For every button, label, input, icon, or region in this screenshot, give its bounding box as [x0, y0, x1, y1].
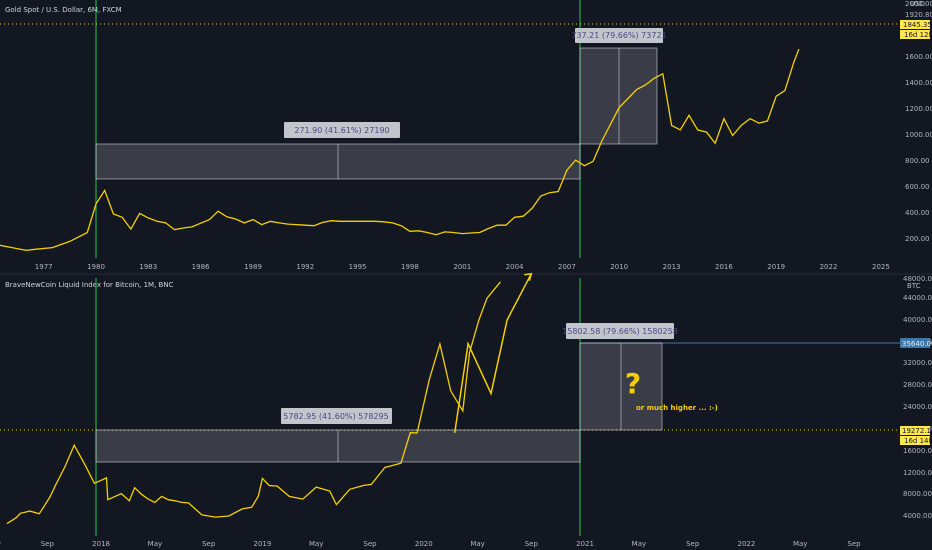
btc-x-tick-label: Sep [41, 540, 55, 548]
gold-x-tick-label: 1983 [139, 263, 157, 271]
gold-x-tick-label: 1977 [35, 263, 53, 271]
btc-y-tick-label: 12000.00 [903, 469, 932, 477]
btc-y-tick-label: 16000.00 [903, 447, 932, 455]
gold-y-tick-label: 600.00 [905, 183, 930, 191]
btc-x-tick-label: 2020 [415, 540, 433, 548]
gold-x-tick-label: 1992 [296, 263, 314, 271]
gold-x-tick-label: 2004 [506, 263, 524, 271]
btc-x-tick-label: Sep [525, 540, 539, 548]
gold-measure-label-2[interactable]: 737.21 (79.66%) 73721 [571, 31, 666, 40]
btc-measure-label-1[interactable]: 5782.95 (41.60%) 578295 [283, 412, 388, 421]
gold-countdown-tag [900, 30, 930, 39]
gold-x-tick-label: 1980 [87, 263, 105, 271]
gold-price-tag-value: 1845.35 [903, 21, 932, 29]
btc-x-tick-label: 2022 [737, 540, 755, 548]
btc-y-tick-label: 32000.00 [903, 359, 932, 367]
gold-x-tick-label: 2001 [453, 263, 471, 271]
btc-countdown-value: 16d 14h [904, 437, 932, 445]
btc-x-tick-label: 2021 [576, 540, 594, 548]
btc-x-tick-label: May [793, 540, 807, 548]
gold-y-tick-label: 1920.80 [905, 11, 932, 19]
btc-x-tick-label: 2018 [92, 540, 110, 548]
gold-y-tick-label: 2000.00 [905, 0, 932, 8]
btc-y-tick-label: 8000.00 [903, 490, 932, 498]
gold-measure-label-box-1 [284, 122, 400, 138]
btc-x-tick-label: Sep [847, 540, 861, 548]
btc-series-layer [6, 272, 533, 525]
gold-x-axis: 1977 1980 1983 1986 1989 1992 1995 1998 2001 2004… [35, 263, 890, 271]
gold-x-tick-label: 2010 [610, 263, 628, 271]
gold-x-tick-label: 2022 [820, 263, 838, 271]
btc-target-price-tag [900, 338, 930, 348]
gold-price-tag [900, 20, 930, 29]
gold-y-tick-label: 400.00 [905, 209, 930, 217]
btc-projection-arrowhead [524, 272, 533, 281]
gold-x-tick-label: 1998 [401, 263, 419, 271]
gold-y-tick-label: 1600.00 [905, 53, 932, 61]
btc-price-tag-value: 19272.12 [902, 427, 932, 435]
gold-x-tick-label: 2025 [872, 263, 890, 271]
gold-x-tick-label: 1986 [192, 263, 210, 271]
gold-measure-label-box-2 [575, 28, 663, 43]
gold-x-tick-label: 1989 [244, 263, 262, 271]
gold-measure-label-1[interactable]: 271.90 (41.61%) 27190 [294, 126, 389, 135]
gold-countdown-value: 16d 12h [904, 31, 932, 39]
gold-y-axis: 2000.00 1920.80 1600.00 1400.00 1200.00 1000.… [905, 0, 932, 243]
gold-y-tick-label: 1000.00 [905, 131, 932, 139]
btc-y-tick-label: 4000.00 [903, 512, 932, 520]
btc-measure-label-box-2 [566, 323, 674, 339]
btc-measure-label-box-1 [281, 408, 392, 424]
gold-x-tick-label: 2007 [558, 263, 576, 271]
btc-x-tick-label: May [470, 540, 484, 548]
btc-x-tick-label: May [309, 540, 323, 548]
btc-target-price-value: 35640.00 [902, 340, 932, 348]
btc-x-tick-label: May [632, 540, 646, 548]
btc-x-tick-label: 2019 [253, 540, 271, 548]
btc-y-tick-label: 40000.00 [903, 316, 932, 324]
btc-price-tag [900, 426, 930, 435]
gold-x-tick-label: 2019 [767, 263, 785, 271]
gold-y-tick-label: 200.00 [905, 235, 930, 243]
btc-y-tick-label: 48000.00 [903, 275, 932, 283]
gold-x-tick-label: 2013 [663, 263, 681, 271]
btc-measure-label-2[interactable]: 15802.58 (79.66%) 1580258 [562, 327, 678, 336]
btc-projection-line [453, 273, 532, 434]
btc-chart-title: BraveNewCoin Liquid Index for Bitcoin, 1… [5, 281, 174, 289]
btc-x-tick-label: May [0, 540, 1, 548]
gold-y-tick-label: 800.00 [905, 157, 930, 165]
btc-y-tick-label: 28000.00 [903, 381, 932, 389]
btc-x-tick-label: Sep [686, 540, 700, 548]
btc-x-tick-label: Sep [202, 540, 216, 548]
btc-currency-label: BTC [907, 282, 921, 290]
btc-x-axis: May Sep 2018 May Sep 2019 May Sep 2020 May Sep 2021… [0, 540, 861, 548]
bitcoin-pane: BraveNewCoin Liquid Index for Bitcoin, 1… [0, 272, 932, 548]
gold-currency-label: USD [910, 0, 925, 8]
annotation-text[interactable]: or much higher ... :-) [636, 404, 718, 412]
gold-y-tick-label: 1200.00 [905, 105, 932, 113]
question-mark-annotation[interactable]: ? [625, 367, 641, 400]
gold-y-tick-label: 1400.00 [905, 79, 932, 87]
gold-series-layer [0, 48, 800, 252]
gold-pane: Gold Spot / U.S. Dollar, 6M, FXCM 271.90… [0, 0, 932, 271]
btc-y-tick-label: 44000.00 [903, 294, 932, 302]
btc-x-tick-label: Sep [363, 540, 377, 548]
gold-x-tick-label: 2016 [715, 263, 733, 271]
btc-x-tick-label: May [148, 540, 162, 548]
btc-y-tick-label: 24000.00 [903, 403, 932, 411]
gold-measure-box-2 [579, 47, 658, 145]
gold-x-tick-label: 1995 [349, 263, 367, 271]
btc-countdown-tag [900, 436, 930, 445]
gold-chart-title: Gold Spot / U.S. Dollar, 6M, FXCM [5, 6, 122, 14]
